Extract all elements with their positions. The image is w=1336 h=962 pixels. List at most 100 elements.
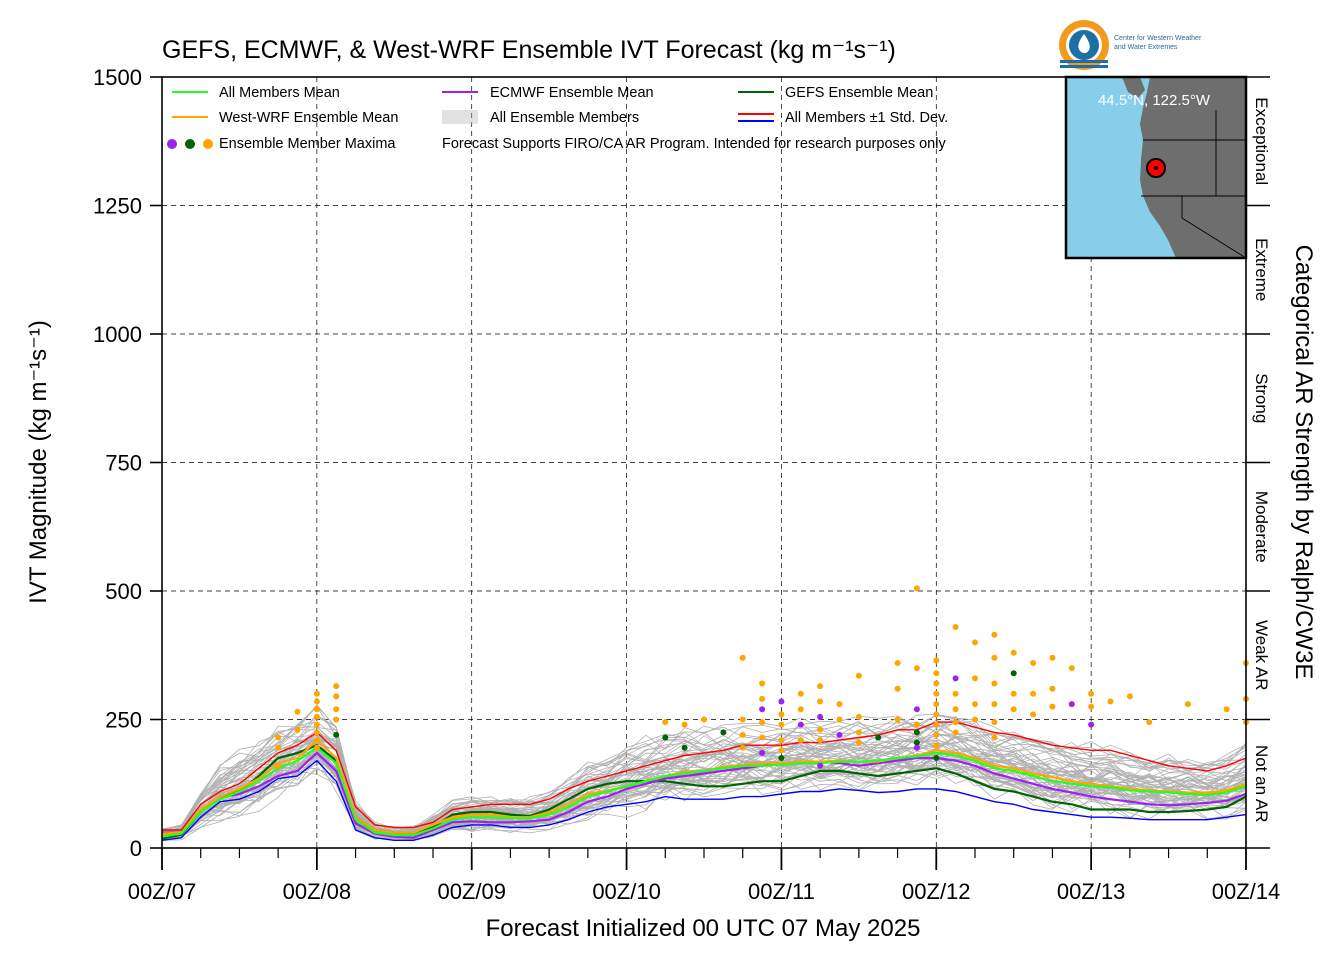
ensemble-maxima-points — [275, 585, 1249, 769]
maxima-point-wwrf — [855, 739, 862, 746]
x-tick-label: 00Z/07 — [128, 879, 197, 904]
map-frame — [1064, 75, 1248, 260]
map-land — [1140, 77, 1246, 258]
map-state-borders — [1141, 110, 1247, 259]
maxima-point-ecmwf — [759, 749, 766, 756]
maxima-point-gefs — [875, 734, 882, 741]
maxima-point-wwrf — [313, 737, 320, 744]
legend-marker-ecmwf-maxima — [167, 139, 177, 149]
maxima-point-gefs — [913, 729, 920, 736]
ar-category-axis: Exceptional Extreme Strong Moderate Weak AR N… — [1246, 76, 1271, 849]
maxima-point-wwrf — [662, 719, 669, 726]
x-tick-label: 00Z/14 — [1212, 879, 1281, 904]
y-tick-label: 1500 — [93, 65, 142, 90]
maxima-point-wwrf — [1030, 660, 1037, 666]
series-line-upper — [162, 721, 1247, 831]
maxima-point-gefs — [681, 744, 688, 751]
maxima-point-wwrf — [1030, 711, 1037, 718]
maxima-point-wwrf — [1126, 693, 1133, 700]
maxima-point-wwrf — [894, 685, 901, 692]
maxima-point-wwrf — [778, 711, 785, 718]
maxima-point-wwrf — [933, 711, 940, 718]
maxima-point-wwrf — [1010, 706, 1017, 713]
maxima-point-wwrf — [972, 639, 978, 646]
maxima-point-wwrf — [739, 654, 746, 661]
maxima-point-wwrf — [933, 701, 940, 708]
maxima-point-wwrf — [933, 690, 940, 697]
maxima-point-wwrf — [1184, 701, 1191, 708]
maxima-point-wwrf — [817, 683, 824, 690]
maxima-point-wwrf — [759, 680, 766, 687]
category-label: Extreme — [1252, 238, 1271, 301]
maxima-point-wwrf — [933, 657, 940, 664]
maxima-point-ecmwf — [1068, 701, 1075, 708]
legend-label-all-members: All Ensemble Members — [490, 110, 639, 126]
x-axis-label: Forecast Initialized 00 UTC 07 May 2025 — [486, 915, 921, 942]
legend: All Members Mean ECMWF Ensemble Mean GEF… — [167, 85, 948, 152]
legend-label-ecmwf-mean: ECMWF Ensemble Mean — [490, 85, 654, 101]
maxima-point-wwrf — [817, 726, 824, 733]
maxima-point-wwrf — [972, 716, 978, 723]
legend-label-std-dev: All Members ±1 Std. Dev. — [785, 110, 948, 126]
logo-org-line2: and Water Extremes — [1114, 44, 1178, 51]
maxima-point-wwrf — [913, 585, 920, 592]
maxima-point-wwrf — [913, 665, 920, 672]
maxima-point-wwrf — [797, 737, 804, 744]
maxima-point-wwrf — [1223, 706, 1230, 713]
category-label: Strong — [1252, 373, 1271, 423]
maxima-point-ecmwf — [817, 762, 824, 769]
maxima-point-gefs — [662, 734, 669, 741]
y-tick-label: 1250 — [93, 194, 142, 219]
maxima-point-wwrf — [952, 719, 959, 726]
maxima-point-wwrf — [275, 762, 282, 769]
maxima-point-wwrf — [797, 690, 804, 697]
legend-label-gefs-mean: GEFS Ensemble Mean — [785, 85, 933, 101]
maxima-point-wwrf — [991, 701, 998, 708]
location-marker-icon — [1146, 158, 1166, 178]
map-island — [1122, 77, 1145, 98]
ensemble-member-line — [161, 732, 1247, 835]
maxima-point-wwrf — [294, 726, 301, 733]
maxima-point-wwrf — [952, 690, 959, 697]
maxima-point-wwrf — [313, 721, 320, 728]
maxima-point-wwrf — [1049, 685, 1056, 692]
maxima-point-wwrf — [778, 747, 785, 754]
ensemble-member-line — [161, 714, 1247, 832]
maxima-point-wwrf — [759, 695, 766, 702]
legend-label-wwrf-mean: West-WRF Ensemble Mean — [219, 110, 398, 126]
maxima-point-wwrf — [1146, 719, 1153, 726]
maxima-point-wwrf — [1049, 703, 1056, 710]
maxima-point-wwrf — [933, 680, 940, 687]
maxima-point-wwrf — [313, 729, 320, 736]
y-tick-label: 1000 — [93, 322, 142, 347]
maxima-point-wwrf — [739, 744, 746, 751]
maxima-point-wwrf — [972, 675, 978, 682]
y-axis-ticks: 0 250 500 750 1000 1250 1500 — [93, 65, 162, 861]
category-label: Moderate — [1252, 491, 1271, 563]
category-label: Exceptional — [1252, 97, 1271, 185]
maxima-point-ecmwf — [836, 731, 843, 738]
maxima-point-wwrf — [778, 721, 785, 728]
location-map-inset: 44.5°N, 122.5°W — [1064, 75, 1248, 260]
maxima-point-wwrf — [836, 701, 843, 708]
y-tick-label: 0 — [130, 836, 142, 861]
ensemble-member-line — [161, 769, 1247, 841]
x-tick-label: 00Z/09 — [437, 879, 506, 904]
maxima-point-wwrf — [933, 721, 940, 728]
logo-org-line1: Center for Western Weather — [1114, 35, 1202, 42]
maxima-point-wwrf — [313, 713, 320, 720]
y-tick-label: 250 — [105, 708, 142, 733]
series-lines — [161, 721, 1247, 841]
maxima-point-wwrf — [759, 719, 766, 726]
maxima-point-wwrf — [855, 729, 862, 736]
maxima-point-wwrf — [797, 706, 804, 713]
maxima-point-gefs — [1010, 670, 1017, 677]
ensemble-member-line — [161, 732, 1247, 835]
maxima-point-wwrf — [952, 624, 959, 630]
maxima-point-gefs — [933, 755, 940, 761]
maxima-point-wwrf — [294, 708, 301, 715]
maxima-point-wwrf — [1030, 690, 1037, 697]
maxima-point-wwrf — [972, 701, 978, 708]
map-location-label: 44.5°N, 122.5°W — [1098, 92, 1211, 109]
